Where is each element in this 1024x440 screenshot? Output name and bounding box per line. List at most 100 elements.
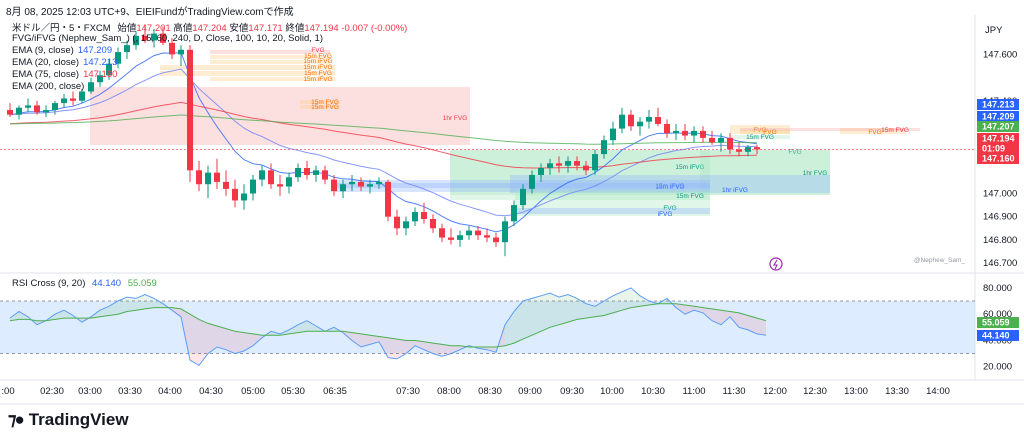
fvg-zone-label: 1hr iFVG xyxy=(722,187,748,194)
time-tick-label: 03:00 xyxy=(78,386,102,397)
fvg-zone xyxy=(515,208,710,214)
rsi-cross-fill xyxy=(676,303,685,315)
alert-bolt-icon xyxy=(769,257,783,271)
indicator-legend-ema20[interactable]: EMA (20, close) 147.213 xyxy=(12,57,117,68)
rsi-cross-fill xyxy=(559,294,568,325)
rsi-cross-fill xyxy=(190,314,199,366)
fvg-zone xyxy=(740,128,920,131)
fvg-zone-label: 15m FVG xyxy=(304,70,332,77)
rsi-cross-fill xyxy=(379,336,388,358)
candle-body xyxy=(691,130,697,136)
fvg-zone xyxy=(450,150,710,200)
time-tick-label: 12:00 xyxy=(763,386,787,397)
rsi-cross-fill xyxy=(613,291,622,313)
rsi-cross-fill xyxy=(442,344,451,357)
candle-body xyxy=(259,170,265,180)
fvg-zone xyxy=(300,100,340,104)
ema-20-line xyxy=(9,68,758,217)
fvg-zone-label: 1hr FVG xyxy=(443,115,468,122)
candle-body xyxy=(682,130,688,136)
candle-body xyxy=(367,184,373,187)
candle-body xyxy=(250,179,256,194)
fvg-zone-label: 15m FVG xyxy=(311,104,339,111)
rsi-cross-fill xyxy=(415,340,424,350)
price-tick-label: 147.000 xyxy=(983,189,1017,200)
rsi-slow-line xyxy=(9,303,767,348)
time-tick-label: :00 xyxy=(1,386,14,397)
candle-body xyxy=(592,154,598,171)
watermark-text: @Nephew_Sam_ xyxy=(914,257,965,264)
tradingview-wordmark: TradingView xyxy=(28,410,129,429)
time-tick-label: 14:00 xyxy=(926,386,950,397)
candle-body xyxy=(88,82,94,92)
fvg-zone xyxy=(300,105,340,109)
open-label: 始値 xyxy=(117,23,137,34)
rsi-slow-tag xyxy=(977,317,1019,328)
price-tick-label: 147.600 xyxy=(983,49,1017,60)
indicator-legend-ema75[interactable]: EMA (75, close) 147.160 xyxy=(12,69,117,80)
price-tag xyxy=(977,153,1019,164)
candle-body xyxy=(646,117,652,122)
indicator-label: EMA (20, close) xyxy=(12,57,80,68)
candle-body xyxy=(358,181,364,187)
rsi-cross-fill xyxy=(541,293,550,332)
fvg-zone-label: 15m iFVG xyxy=(675,164,704,171)
rsi-cross-fill xyxy=(136,294,145,311)
candle-body xyxy=(547,163,553,168)
rsi-cross-fill xyxy=(451,345,460,354)
change-value: -0.007 (-0.00%) xyxy=(341,23,408,34)
rsi-cross-fill xyxy=(199,319,208,366)
indicator-label: EMA (75, close) xyxy=(12,69,80,80)
candle-body xyxy=(394,216,400,229)
candle-body xyxy=(124,45,130,53)
indicator-legend-ema9[interactable]: EMA (9, close) 147.209 xyxy=(12,45,112,56)
candle-body xyxy=(313,170,319,175)
candle-body xyxy=(340,184,346,192)
rsi-tick-label: 80.000 xyxy=(983,283,1012,294)
rsi-cross-fill xyxy=(514,301,523,344)
candle-body xyxy=(484,235,490,238)
rsi-cross-fill xyxy=(685,304,694,315)
candle-body xyxy=(664,123,670,134)
rsi-cross-fill xyxy=(109,301,118,316)
candle-body xyxy=(160,33,166,43)
indicator-label: EMA (9, close) xyxy=(12,45,74,56)
candle-body xyxy=(169,42,175,55)
candle-body xyxy=(529,174,535,189)
price-tick-label: 146.800 xyxy=(983,235,1017,246)
fvg-zone-label: 15m FVG xyxy=(304,53,332,60)
time-tick-label: 02:30 xyxy=(40,386,64,397)
candle-body xyxy=(565,161,571,166)
high-label: 高値 xyxy=(173,23,193,34)
candle-body xyxy=(619,114,625,129)
rsi-cross-fill xyxy=(253,333,262,346)
candle-body xyxy=(727,137,733,150)
currency-label: JPY xyxy=(985,25,1003,36)
rsi-fast-line xyxy=(9,287,767,367)
rsi-cross-fill xyxy=(406,340,415,354)
candle-body xyxy=(754,147,760,150)
indicator-legend-fvg[interactable]: FVG/iFVG (Nephew_Sam_) (, 15, 60, 240, D… xyxy=(12,33,323,44)
indicator-legend-ema200[interactable]: EMA (200, close) xyxy=(12,81,84,92)
time-tick-label: 11:30 xyxy=(722,386,745,397)
candle-body xyxy=(52,103,58,111)
price-tag xyxy=(977,99,1019,110)
fvg-zone xyxy=(90,87,470,145)
rsi-cross-fill xyxy=(721,310,730,325)
candle-body xyxy=(421,212,427,219)
candle-body xyxy=(304,168,310,175)
fvg-zone xyxy=(160,65,335,70)
rsi-cross-fill xyxy=(505,311,514,346)
rsi-cross-fill xyxy=(397,339,406,359)
rsi-cross-fill xyxy=(631,287,640,308)
fvg-zone-label: FVG xyxy=(311,47,324,54)
fvg-zone-label: 15m FVG xyxy=(746,134,774,141)
fvg-zone-label: 15m FVG xyxy=(881,127,909,134)
candle-body xyxy=(43,110,49,113)
fvg-zone-label: 15m iFVG xyxy=(303,76,332,83)
price-tag-label: 147.160 xyxy=(982,154,1015,164)
rsi-legend[interactable]: RSI Cross (9, 20) 44.140 55.059 xyxy=(12,278,157,289)
rsi-cross-fill xyxy=(217,326,226,350)
fvg-zone-label: FVG xyxy=(763,129,776,136)
